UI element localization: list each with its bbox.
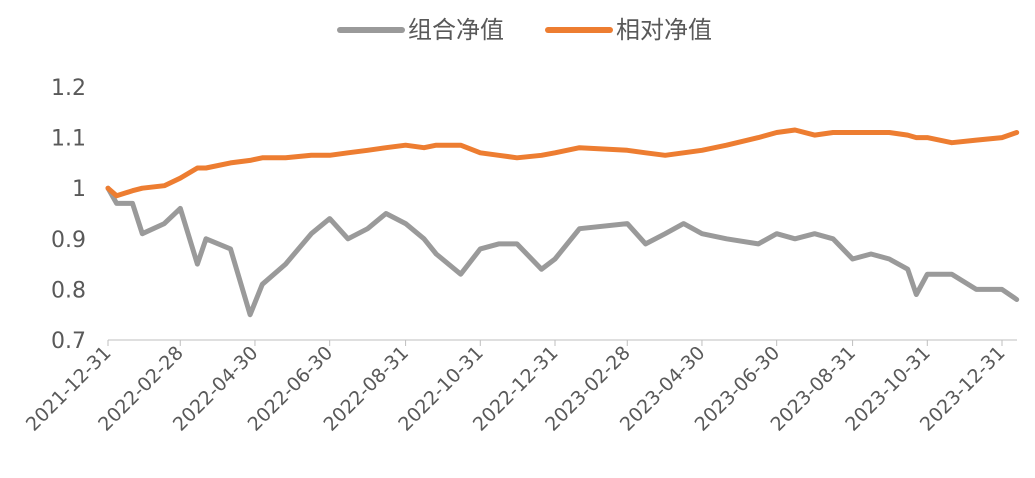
y-tick-label: 1.1: [51, 127, 86, 152]
y-tick-label: 0.8: [51, 278, 86, 303]
y-tick-label: 1: [72, 177, 86, 202]
y-tick-label: 0.9: [51, 228, 86, 253]
y-tick-label: 0.7: [51, 329, 86, 354]
series-lines: [105, 127, 1020, 318]
y-axis: 0.7 0.8 0.9 1 1.1 1.2: [51, 76, 86, 354]
y-tick-label: 1.2: [51, 76, 86, 101]
legend-label: 相对净值: [616, 16, 712, 44]
x-axis: 2021-12-312022-02-282022-04-302022-06-30…: [22, 339, 1017, 436]
legend: 组合净值 相对净值: [337, 16, 712, 44]
series-line-1: [105, 127, 1020, 199]
series-line-0: [105, 185, 1020, 318]
legend-label: 组合净值: [408, 16, 504, 44]
